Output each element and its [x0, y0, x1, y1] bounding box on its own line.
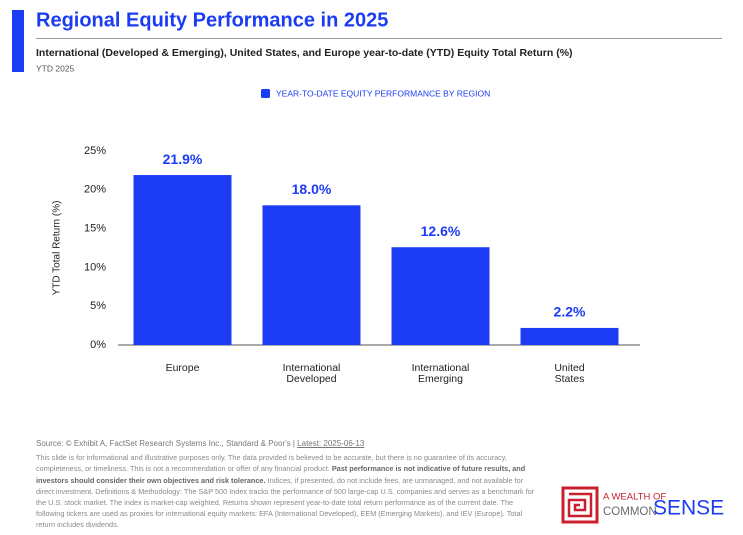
x-tick-line: Emerging	[418, 373, 463, 385]
chart-title: Regional Equity Performance in 2025	[36, 9, 388, 31]
y-tick-label: 0%	[90, 339, 106, 351]
data-label: 2.2%	[554, 304, 586, 320]
disclaimer: This slide is for informational and illu…	[36, 452, 536, 530]
logo-line1: A WEALTH OF	[603, 492, 666, 503]
data-label: 21.9%	[163, 151, 203, 167]
data-label: 18.0%	[292, 181, 332, 197]
data-label: 12.6%	[421, 223, 461, 239]
legend-label: YEAR-TO-DATE EQUITY PERFORMANCE BY REGIO…	[276, 88, 490, 98]
disclaimer-bold: Past performance is not indicative of fu…	[36, 464, 526, 485]
y-axis-label: YTD Total Return (%)	[52, 201, 63, 296]
bar	[262, 205, 361, 345]
y-tick-label: 20%	[84, 184, 106, 196]
source-text: Source: © Exhibit A, FactSet Research Sy…	[36, 439, 298, 448]
bar	[133, 175, 232, 345]
bar	[391, 247, 490, 345]
accent-bar	[12, 10, 24, 72]
footer: Source: © Exhibit A, FactSet Research Sy…	[36, 438, 536, 531]
x-tick-label: International Developed	[283, 362, 341, 385]
x-tick-line: Developed	[286, 373, 336, 385]
disclaimer-text: This slide is for informational and illu…	[36, 453, 507, 474]
x-tick-label: United States	[554, 362, 585, 385]
period: YTD 2025	[36, 63, 75, 73]
y-tick-label: 25%	[84, 145, 106, 157]
logo-icon	[561, 486, 599, 524]
logo-maze	[567, 492, 593, 518]
x-tick-line: International	[412, 362, 470, 374]
latest-date: Latest: 2025-06-13	[297, 439, 365, 448]
y-tick-label: 15%	[84, 223, 106, 235]
logo-common: COMMON	[603, 506, 657, 518]
disclaimer-text: Indices, if presented, do not include fe…	[36, 475, 535, 530]
x-tick-line: States	[555, 373, 585, 385]
legend-swatch	[261, 89, 270, 98]
subtitle: International (Developed & Emerging), Un…	[36, 47, 573, 59]
source: Source: © Exhibit A, FactSet Research Sy…	[36, 438, 536, 449]
x-tick-label: International Emerging	[412, 362, 470, 385]
y-tick-label: 5%	[90, 300, 106, 312]
logo-sense: SENSE	[653, 497, 724, 520]
y-tick-label: 10%	[84, 261, 106, 273]
x-tick-line: International	[283, 362, 341, 374]
x-tick-label: Europe	[166, 362, 200, 374]
x-tick-line: United	[554, 362, 585, 374]
bar	[520, 327, 619, 345]
logo: A WEALTH OF COMMON SENSE	[561, 486, 724, 524]
